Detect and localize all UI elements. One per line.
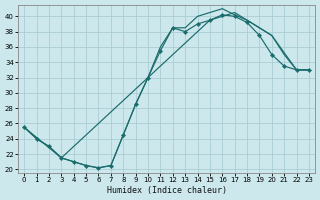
X-axis label: Humidex (Indice chaleur): Humidex (Indice chaleur)	[107, 186, 227, 195]
